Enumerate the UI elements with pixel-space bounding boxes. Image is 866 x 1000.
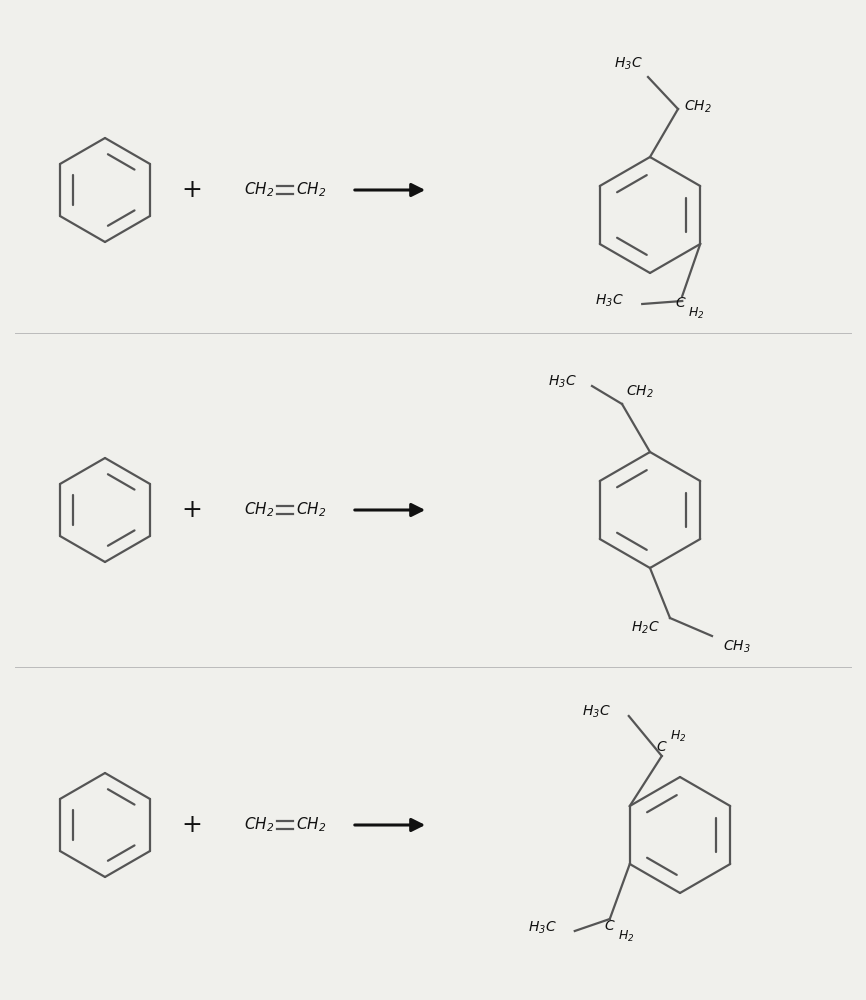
- Text: $\mathregular{CH_2}$: $\mathregular{CH_2}$: [244, 501, 275, 519]
- Text: C: C: [675, 296, 685, 310]
- Text: $\mathregular{CH_2}$: $\mathregular{CH_2}$: [244, 816, 275, 834]
- Text: $\mathregular{H_2}$: $\mathregular{H_2}$: [669, 729, 687, 744]
- Text: +: +: [182, 813, 203, 837]
- Text: $\mathregular{H_3C}$: $\mathregular{H_3C}$: [596, 293, 624, 309]
- Text: +: +: [182, 178, 203, 202]
- Text: $\mathregular{CH_2}$: $\mathregular{CH_2}$: [684, 99, 712, 115]
- Text: $\mathregular{CH_2}$: $\mathregular{CH_2}$: [244, 181, 275, 199]
- Text: $\mathregular{H_3C}$: $\mathregular{H_3C}$: [528, 920, 557, 936]
- Text: $\mathregular{CH_2}$: $\mathregular{CH_2}$: [296, 501, 326, 519]
- Text: $\mathregular{H_3C}$: $\mathregular{H_3C}$: [582, 704, 611, 720]
- Text: $\mathregular{CH_3}$: $\mathregular{CH_3}$: [723, 639, 751, 655]
- Text: C: C: [604, 919, 615, 933]
- Text: $\mathregular{CH_2}$: $\mathregular{CH_2}$: [296, 181, 326, 199]
- Text: +: +: [182, 498, 203, 522]
- Text: $\mathregular{CH_2}$: $\mathregular{CH_2}$: [296, 816, 326, 834]
- Text: $\mathregular{H_2C}$: $\mathregular{H_2C}$: [631, 620, 660, 636]
- Text: $\mathregular{CH_2}$: $\mathregular{CH_2}$: [626, 384, 654, 400]
- Text: C: C: [657, 740, 667, 754]
- Text: $\mathregular{H_3C}$: $\mathregular{H_3C}$: [548, 374, 577, 390]
- Text: $\mathregular{H_2}$: $\mathregular{H_2}$: [688, 306, 705, 321]
- Text: $\mathregular{H_2}$: $\mathregular{H_2}$: [617, 929, 634, 944]
- Text: $\mathregular{H_3C}$: $\mathregular{H_3C}$: [614, 56, 643, 72]
